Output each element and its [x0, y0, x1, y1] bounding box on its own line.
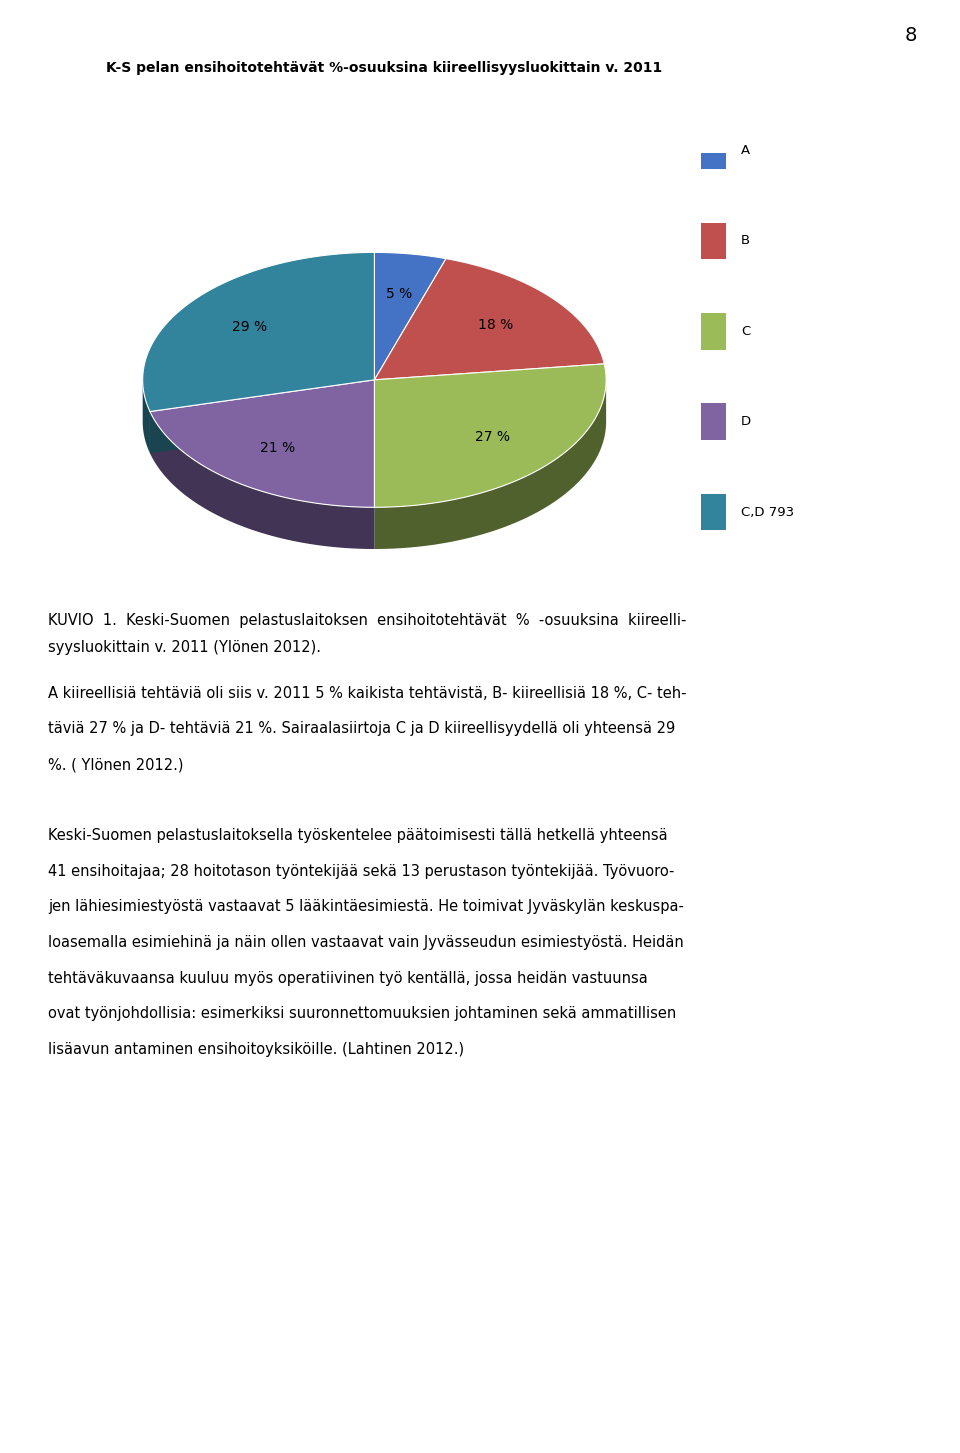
Text: B: B	[741, 234, 751, 247]
Bar	[701, 494, 726, 530]
Text: tehtäväkuvaansa kuuluu myös operatiivinen työ kentällä, jossa heidän vastuunsa: tehtäväkuvaansa kuuluu myös operatiivine…	[48, 971, 648, 985]
Polygon shape	[374, 253, 446, 379]
Bar	[701, 404, 726, 440]
Text: 18 %: 18 %	[478, 318, 514, 331]
Text: 5 %: 5 %	[386, 288, 412, 301]
Text: syysluokittain v. 2011 (Ylönen 2012).: syysluokittain v. 2011 (Ylönen 2012).	[48, 639, 321, 655]
Text: 27 %: 27 %	[475, 430, 510, 445]
Text: Keski-Suomen pelastuslaitoksella työskentelee päätoimisesti tällä hetkellä yhtee: Keski-Suomen pelastuslaitoksella työsken…	[48, 828, 667, 843]
Text: 8: 8	[904, 26, 917, 45]
Polygon shape	[150, 379, 374, 507]
Text: lisäavun antaminen ensihoitoyksiköille. (Lahtinen 2012.): lisäavun antaminen ensihoitoyksiköille. …	[48, 1042, 464, 1056]
Text: A: A	[741, 144, 751, 157]
Polygon shape	[374, 259, 604, 379]
Polygon shape	[150, 379, 374, 453]
Text: jen lähiesimiestyöstä vastaavat 5 lääkintäesimiestä. He toimivat Jyväskylän kesk: jen lähiesimiestyöstä vastaavat 5 lääkin…	[48, 899, 684, 914]
Text: 21 %: 21 %	[260, 442, 296, 455]
Text: 41 ensihoitajaa; 28 hoitotason työntekijää sekä 13 perustason työntekijää. Työvu: 41 ensihoitajaa; 28 hoitotason työntekij…	[48, 863, 674, 879]
Polygon shape	[143, 381, 150, 453]
Text: A kiireellisiä tehtäviä oli siis v. 2011 5 % kaikista tehtävistä, B- kiireellisi: A kiireellisiä tehtäviä oli siis v. 2011…	[48, 686, 686, 700]
Text: %. ( Ylönen 2012.): %. ( Ylönen 2012.)	[48, 757, 183, 772]
Text: loasemalla esimiehinä ja näin ollen vastaavat vain Jyvässeudun esimiestyöstä. He: loasemalla esimiehinä ja näin ollen vast…	[48, 936, 684, 950]
Text: K-S pelan ensihoitotehtävät %-osuuksina kiireellisyysluokittain v. 2011: K-S pelan ensihoitotehtävät %-osuuksina …	[106, 61, 662, 76]
Polygon shape	[374, 381, 606, 549]
Text: täviä 27 % ja D- tehtäviä 21 %. Sairaalasiirtoja C ja D kiireellisyydellä oli yh: täviä 27 % ja D- tehtäviä 21 %. Sairaala…	[48, 721, 675, 737]
Text: C: C	[741, 325, 751, 339]
Text: KUVIO  1.  Keski-Suomen  pelastuslaitoksen  ensihoitotehtävät  %  -osuuksina  ki: KUVIO 1. Keski-Suomen pelastuslaitoksen …	[48, 613, 686, 628]
Text: D: D	[741, 416, 752, 429]
Text: 29 %: 29 %	[232, 320, 268, 334]
Bar	[701, 312, 726, 350]
Text: ovat työnjohdollisia: esimerkiksi suuronnettomuuksien johtaminen sekä ammatillis: ovat työnjohdollisia: esimerkiksi suuron…	[48, 1005, 676, 1021]
Bar	[701, 132, 726, 169]
Polygon shape	[150, 411, 374, 549]
Text: C,D 793: C,D 793	[741, 506, 794, 519]
Bar	[701, 222, 726, 259]
Polygon shape	[374, 363, 606, 507]
Polygon shape	[150, 379, 374, 453]
Polygon shape	[143, 253, 374, 411]
